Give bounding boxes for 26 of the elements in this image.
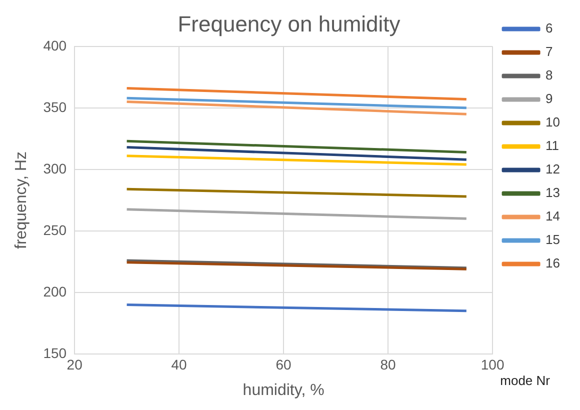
legend-label: 15 — [546, 232, 560, 248]
x-tick-label: 20 — [66, 356, 83, 372]
y-tick-label: 350 — [43, 98, 67, 115]
legend-label: 8 — [546, 68, 553, 83]
chart-title: Frequency on humidity — [178, 11, 400, 36]
legend-label: 12 — [546, 162, 560, 177]
legend-label: 13 — [546, 185, 560, 200]
legend-label: 10 — [546, 114, 560, 130]
x-tick-label: 80 — [380, 356, 396, 372]
legend-label: 9 — [546, 91, 553, 106]
y-tick-label: 150 — [43, 344, 67, 361]
legend-label: 14 — [546, 208, 560, 224]
y-tick-label: 300 — [43, 160, 67, 176]
legend-label: 11 — [546, 138, 560, 154]
y-tick-label: 200 — [43, 283, 67, 300]
y-tick-label: 400 — [43, 37, 67, 54]
x-tick-label: 100 — [480, 356, 504, 372]
y-tick-label: 250 — [43, 222, 67, 238]
legend-title: mode Nr — [500, 373, 550, 388]
legend-label: 6 — [546, 20, 553, 36]
x-tick-label: 40 — [171, 356, 188, 372]
x-tick-label: 60 — [276, 356, 292, 372]
y-axis-title: frequency, Hz — [13, 151, 30, 249]
legend-label: 16 — [546, 256, 560, 271]
x-axis-title: humidity, % — [242, 382, 324, 399]
legend-label: 7 — [546, 44, 553, 60]
